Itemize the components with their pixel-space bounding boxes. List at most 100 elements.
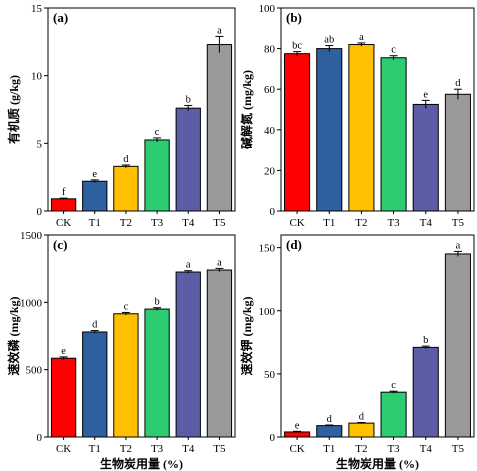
significance-letter: a (217, 257, 222, 268)
bar-T2 (114, 166, 138, 211)
bar-T3 (145, 309, 169, 437)
significance-letter: d (123, 154, 129, 165)
bar-T3 (381, 58, 406, 211)
y-tick-label: 150 (259, 243, 276, 255)
bar-T2 (349, 423, 374, 437)
y-tick-label: 100 (259, 306, 276, 318)
x-tick-label: T3 (151, 443, 164, 455)
significance-letter: f (62, 187, 66, 198)
significance-letter: d (327, 414, 333, 425)
significance-letter: a (217, 25, 222, 36)
significance-letter: c (124, 301, 129, 312)
x-axis-label: 生物炭用量 (%) (100, 456, 183, 471)
significance-letter: e (92, 169, 97, 180)
bar-T1 (83, 332, 107, 437)
x-tick-label: T2 (355, 217, 367, 229)
y-tick-label: 80 (264, 44, 276, 56)
x-tick-label: T5 (452, 443, 465, 455)
y-tick-label: 0 (270, 206, 276, 218)
x-tick-label: T4 (420, 443, 433, 455)
panel-label: (b) (286, 10, 302, 25)
y-tick-label: 15 (31, 3, 43, 15)
bar-T2 (349, 45, 374, 211)
y-tick-label: 100 (259, 3, 276, 15)
x-tick-label: T4 (420, 217, 433, 229)
x-tick-label: T5 (213, 443, 226, 455)
significance-letter: a (456, 240, 461, 251)
y-axis-label: 有机质 (g/kg) (6, 75, 21, 144)
significance-letter: e (295, 420, 300, 431)
x-tick-label: CK (289, 217, 304, 229)
bar-T1 (317, 49, 342, 211)
x-tick-label: T1 (323, 443, 335, 455)
x-tick-label: CK (56, 217, 71, 229)
panel-a: f CK e T1 d T2 c T3 b T4 a T5 0 5 10 15 (a) 有机质 (g/kg) (6, 3, 235, 229)
panel-label: (a) (53, 10, 68, 25)
panel-label: (c) (53, 237, 67, 252)
y-tick-label: 500 (26, 365, 43, 377)
significance-letter: e (423, 89, 428, 100)
significance-letter: d (359, 411, 365, 422)
bar-T1 (83, 181, 107, 211)
significance-letter: b (154, 297, 159, 308)
x-tick-label: T1 (323, 217, 335, 229)
y-tick-label: 5 (37, 138, 43, 150)
x-axis-label: 生物炭用量 (%) (336, 456, 419, 471)
significance-letter: b (186, 94, 191, 105)
x-tick-label: T2 (355, 443, 367, 455)
bar-CK (285, 54, 310, 211)
y-tick-label: 0 (37, 206, 43, 218)
bar-T5 (207, 270, 231, 437)
significance-letter: c (155, 127, 160, 138)
bar-CK (285, 432, 310, 437)
x-tick-label: T5 (452, 217, 465, 229)
x-tick-label: CK (289, 443, 304, 455)
bar-T1 (317, 426, 342, 437)
x-tick-label: T4 (182, 217, 195, 229)
y-tick-label: 60 (264, 84, 276, 96)
x-tick-label: CK (56, 443, 71, 455)
y-tick-label: 10 (31, 71, 43, 83)
y-tick-label: 20 (264, 165, 276, 177)
significance-letter: d (92, 320, 98, 331)
bar-T4 (413, 104, 438, 211)
y-tick-label: 50 (264, 369, 276, 381)
x-tick-label: T2 (120, 217, 132, 229)
significance-letter: e (61, 346, 66, 357)
bar-CK (51, 358, 75, 437)
y-tick-label: 40 (264, 125, 276, 137)
significance-letter: bc (292, 41, 302, 52)
bar-T5 (445, 94, 470, 211)
bar-T5 (207, 45, 231, 211)
bar-T4 (176, 272, 200, 437)
bar-T3 (381, 392, 406, 437)
x-tick-label: T2 (120, 443, 132, 455)
significance-letter: a (186, 260, 191, 271)
bar-T5 (445, 254, 470, 437)
significance-letter: d (455, 78, 461, 89)
significance-letter: c (391, 45, 396, 56)
y-tick-label: 0 (37, 432, 43, 444)
y-tick-label: 0 (270, 432, 276, 444)
bar-T4 (176, 108, 200, 211)
y-axis-label: 速效磷 (mg/kg) (6, 296, 21, 375)
significance-letter: c (391, 380, 396, 391)
significance-letter: b (423, 335, 428, 346)
panel-b: bc CK ab T1 a T2 c T3 e T4 d T5 0 20 40 60 80 100 (b) 碱解氮 (… (239, 3, 474, 229)
x-tick-label: T1 (89, 217, 101, 229)
x-tick-label: T3 (151, 217, 164, 229)
y-tick-label: 1500 (20, 230, 43, 242)
panel-label: (d) (286, 237, 302, 252)
bar-T4 (413, 347, 438, 437)
bar-CK (51, 199, 75, 211)
y-axis-label: 速效钾 (mg/kg) (239, 296, 254, 375)
x-tick-label: T5 (213, 217, 226, 229)
significance-letter: ab (324, 35, 334, 46)
y-tick-label: 1000 (20, 297, 43, 309)
x-tick-label: T3 (387, 443, 400, 455)
bar-T2 (114, 314, 138, 437)
panel-c: eCKdT1cT2bT3aT4aT5050010001500(c)速效磷 (mg… (6, 230, 235, 471)
x-tick-label: T1 (89, 443, 101, 455)
panel-d: e CK d T1 d T2 c T3 b T4 a T5 0 50 100 150 (d) 速效钾 (mg/kg… (239, 235, 474, 471)
